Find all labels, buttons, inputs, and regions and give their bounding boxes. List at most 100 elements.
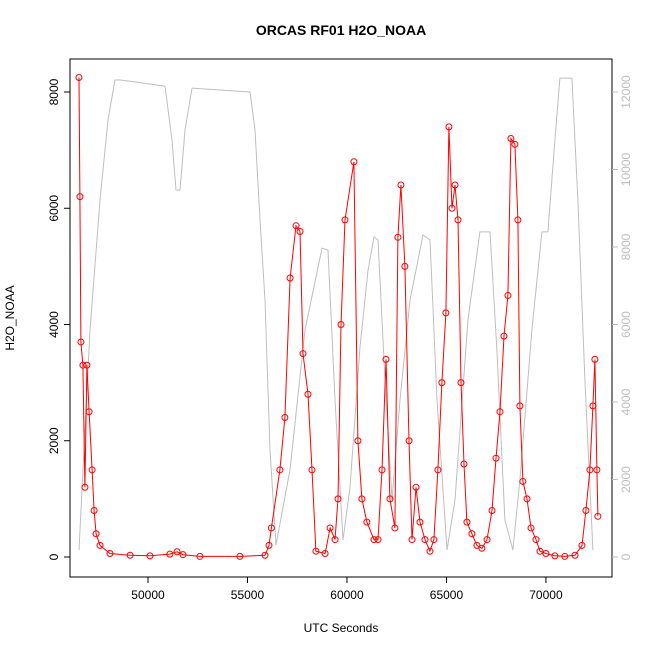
data-point [416, 518, 424, 526]
data-point [312, 547, 320, 555]
data-point [511, 140, 519, 148]
data-point [457, 379, 465, 387]
data-point [354, 437, 362, 445]
data-point [76, 193, 84, 201]
data-point [448, 204, 456, 212]
data-point [421, 536, 429, 544]
data-point [173, 548, 181, 556]
chart-title: ORCAS RF01 H2O_NOAA [256, 22, 426, 38]
data-point [412, 483, 420, 491]
data-point [77, 338, 85, 346]
data-point [334, 495, 342, 503]
data-point [83, 361, 91, 369]
data-point [445, 123, 453, 131]
data-point [394, 233, 402, 241]
data-point [589, 402, 597, 410]
data-point [542, 550, 550, 558]
y-tick-label: 4000 [47, 311, 61, 338]
data-point [331, 536, 339, 544]
data-point [442, 309, 450, 317]
y2-tick-label: 6000 [619, 311, 633, 338]
data-point [378, 466, 386, 474]
data-point [593, 466, 601, 474]
data-point [492, 454, 500, 462]
data-point [374, 536, 382, 544]
y-tick-label: 6000 [47, 195, 61, 222]
y-axis-label: H2O_NOAA [3, 285, 17, 350]
data-point [126, 551, 134, 559]
data-point [370, 536, 378, 544]
data-point [468, 530, 476, 538]
data-point [551, 552, 559, 560]
y2-tick-label: 10000 [619, 153, 633, 187]
data-point [267, 524, 275, 532]
data-point [578, 541, 586, 549]
data-point [81, 483, 89, 491]
data-point [321, 550, 329, 558]
data-point [523, 495, 531, 503]
data-point [426, 547, 434, 555]
data-point [286, 274, 294, 282]
data-point [265, 541, 273, 549]
data-point [299, 350, 307, 358]
data-point [532, 536, 540, 544]
y2-tick-label: 0 [619, 553, 633, 560]
data-point [430, 536, 438, 544]
data-point [337, 321, 345, 329]
data-point [571, 551, 579, 559]
data-point [451, 181, 459, 189]
y-tick-label: 2000 [47, 427, 61, 454]
y2-tick-label: 2000 [619, 466, 633, 493]
data-point [296, 228, 304, 236]
data-point [463, 518, 471, 526]
y-tick-label: 0 [47, 553, 61, 560]
data-point [478, 544, 486, 552]
data-point [527, 524, 535, 532]
data-point [496, 408, 504, 416]
data-point [358, 495, 366, 503]
data-point [516, 402, 524, 410]
data-point [166, 550, 174, 558]
x-axis-label: UTC Seconds [304, 621, 379, 635]
data-point [454, 216, 462, 224]
data-point [514, 216, 522, 224]
data-point [90, 507, 98, 515]
data-point [561, 552, 569, 560]
data-point [408, 536, 416, 544]
data-point [507, 135, 515, 143]
data-point [304, 390, 312, 398]
data-point [438, 379, 446, 387]
data-point [536, 547, 544, 555]
data-point [281, 414, 289, 422]
data-point [488, 507, 496, 515]
data-point [473, 541, 481, 549]
data-point [460, 460, 468, 468]
data-point [146, 552, 154, 560]
y2-tick-label: 12000 [619, 75, 633, 109]
x-tick-label: 65000 [430, 588, 464, 602]
series-line [78, 77, 599, 557]
data-point [591, 355, 599, 363]
data-point [276, 466, 284, 474]
data-point [326, 524, 334, 532]
data-point [500, 332, 508, 340]
data-point [386, 495, 394, 503]
data-point [401, 262, 409, 270]
series-line [78, 77, 594, 551]
data-point [519, 477, 527, 485]
data-point [92, 530, 100, 538]
data-point [363, 518, 371, 526]
y-tick-label: 8000 [47, 78, 61, 105]
data-point [75, 73, 83, 81]
data-point [405, 437, 413, 445]
data-point [236, 552, 244, 560]
data-point [85, 408, 93, 416]
data-point [582, 507, 590, 515]
data-point [179, 551, 187, 559]
x-tick-label: 55000 [231, 588, 265, 602]
data-point [196, 552, 204, 560]
data-point [397, 181, 405, 189]
data-point [391, 524, 399, 532]
data-point [79, 361, 87, 369]
